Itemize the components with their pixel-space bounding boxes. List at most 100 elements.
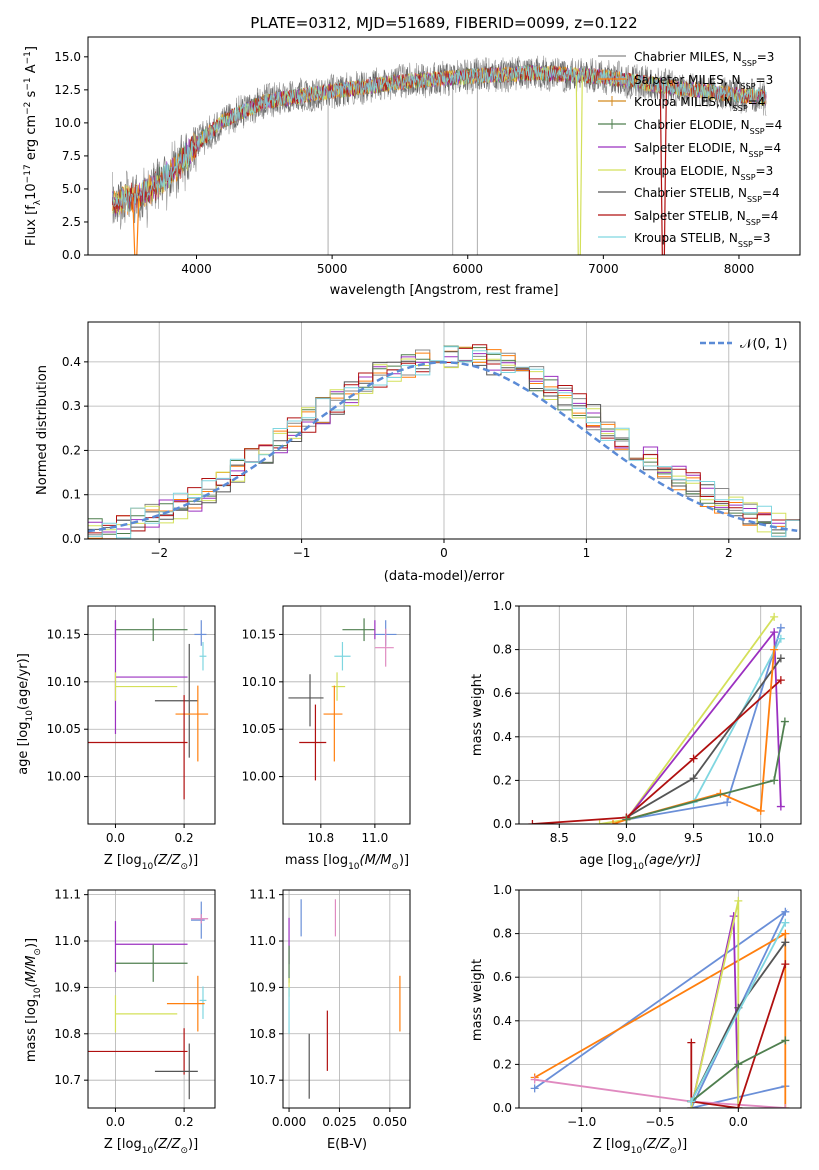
x-tick-label: −1.0 [567,1115,596,1129]
error-bar-point [115,618,188,642]
y-tick-label: 0.2 [493,773,512,787]
x-tick-label: 9.5 [684,831,703,845]
x-tick-label: 8000 [724,262,755,276]
plot-content [530,896,790,1108]
x-tick-label: 2 [725,546,733,560]
error-bar-point [334,642,351,671]
spectrum-panel: PLATE=0312, MJD=51689, FIBERID=0099, z=0… [23,14,801,298]
error-bar-point [154,643,198,758]
mass-vs-metallicity-xlabel: Z [log10(Z/Z⊙)] [104,1137,198,1156]
axes-frame [87,36,801,256]
y-tick-label: 10.8 [54,1027,81,1041]
x-tick-label: 0.025 [322,1115,356,1129]
plot-content [88,618,209,800]
y-tick-label: 11.0 [249,934,276,948]
mass-weight-marker [689,774,698,783]
svg-text:Chabrier STELIB, NSSP=4: Chabrier STELIB, NSSP=4 [634,186,780,204]
y-tick-label: 10.15 [242,627,276,641]
y-tick-label: 10.05 [242,722,276,736]
x-tick-label: 0 [440,546,448,560]
spectrum-plot-area: 4000 5000 6000 7000 8000 0.0 2.5 5.0 7.5 10.0 12.5… [54,36,801,276]
y-tick-label: 0.0 [62,248,81,262]
y-tick-label: 10.00 [47,770,81,784]
axes-frame [282,605,411,825]
spectrum-ylabel: Flux [fλ10−17 erg cm−2 s−1 A−1] [23,46,43,246]
y-tick-label: 11.0 [54,934,81,948]
error-bar-point [190,914,209,924]
mass-weight-line [690,922,787,1102]
mass-weight-marker [770,612,779,621]
plot-content [288,618,397,781]
mass-vs-ebv-xlabel: E(B-V) [327,1137,367,1152]
y-tick-label: 0.6 [493,970,512,984]
axes-frame [87,889,216,1109]
error-bar-point [154,1043,198,1100]
x-tick-label: 1 [583,546,591,560]
error-bar-point [331,672,346,701]
error-bar-point [114,921,188,973]
legend-entry: Salpeter ELODIE, NSSP=4 [598,141,781,159]
y-tick-label: 0.6 [493,686,512,700]
legend-entry: Chabrier ELODIE, NSSP=4 [598,118,782,136]
mass-vs-metallicity-panel: 0.0 0.2 10.7 10.8 10.9 11.0 11.1 Z [log10(Z/Z⊙… [24,888,216,1156]
mass-weight-marker [780,717,789,726]
mass-weight-marker [756,806,765,815]
mass-weight-marker [528,820,537,824]
error-bar-point [299,704,327,781]
mass-weight-marker [776,654,785,663]
legend-entry: Kroupa MILES, NSSP=4 [598,95,765,113]
y-tick-label: 10.00 [242,770,276,784]
error-bar-point [199,986,207,1019]
x-tick-label: 4000 [181,262,212,276]
error-bar-point [288,674,324,727]
y-tick-label: 7.5 [62,149,81,163]
massweight-vs-metallicity-ylabel: mass weight [470,959,485,1041]
histogram-legend-label: 𝒩(0, 1) [740,337,787,352]
x-tick-label: 7000 [588,262,619,276]
spectrum-xlabel: wavelength [Angstrom, rest frame] [330,283,559,298]
massweight-vs-age-panel: 8.5 9.0 9.5 10.0 0.0 0.2 0.4 0.6 0.8 1.0 age [log… [470,599,802,872]
age-vs-metallicity-xlabel: Z [log10(Z/Z⊙)] [104,853,198,872]
massweight-vs-age-ylabel: mass weight [470,674,485,756]
y-tick-label: 10.10 [47,675,81,689]
x-tick-label: −2 [150,546,168,560]
histogram-ylabel: Normed distribution [35,365,50,495]
mass-vs-ebv-panel: 0.000 0.025 0.050 10.7 10.8 10.9 11.0 11.1 E(B-… [249,888,411,1152]
mass-weight-marker [781,929,790,938]
y-tick-label: 10.7 [249,1073,276,1087]
mass-weight-marker [622,815,631,824]
x-tick-label: 10.8 [307,831,334,845]
mass-weight-line [532,679,782,824]
x-tick-label: 9.0 [617,831,636,845]
y-tick-label: 12.5 [54,83,81,97]
y-tick-label: 0.8 [493,927,512,941]
y-tick-label: 10.10 [242,675,276,689]
mass-weight-marker [734,1104,743,1108]
histogram-xlabel: (data-model)/error [384,569,505,584]
legend-entry: Kroupa ELODIE, NSSP=3 [598,164,773,182]
y-tick-label: 0.4 [62,355,81,369]
y-tick-label: 10.0 [54,116,81,130]
spectrum-dropout [575,75,583,255]
y-tick-label: 0.4 [493,730,512,744]
plot-content [88,344,800,539]
error-bar-point [88,695,188,800]
error-bar-point [114,672,178,701]
mass-weight-marker [595,820,604,824]
mass-weight-marker [530,1075,539,1084]
mass-weight-marker [776,634,785,643]
legend-entry: Chabrier STELIB, NSSP=4 [598,186,780,204]
y-tick-label: 10.9 [54,980,81,994]
axes-frame [87,605,216,825]
x-tick-label: 0.0 [106,831,125,845]
age-vs-mass-panel: 10.8 11.0 10.00 10.05 10.10 10.15 mass [log10… [242,605,411,872]
legend-entry: Salpeter STELIB, NSSP=4 [598,209,778,227]
error-bar-point [323,685,343,762]
y-tick-label: 5.0 [62,182,81,196]
plot-content [528,612,789,824]
error-bar-point [115,944,188,982]
spectrum-dropout [132,195,140,255]
mass-weight-marker [781,960,790,969]
mass-weight-line [625,629,782,821]
